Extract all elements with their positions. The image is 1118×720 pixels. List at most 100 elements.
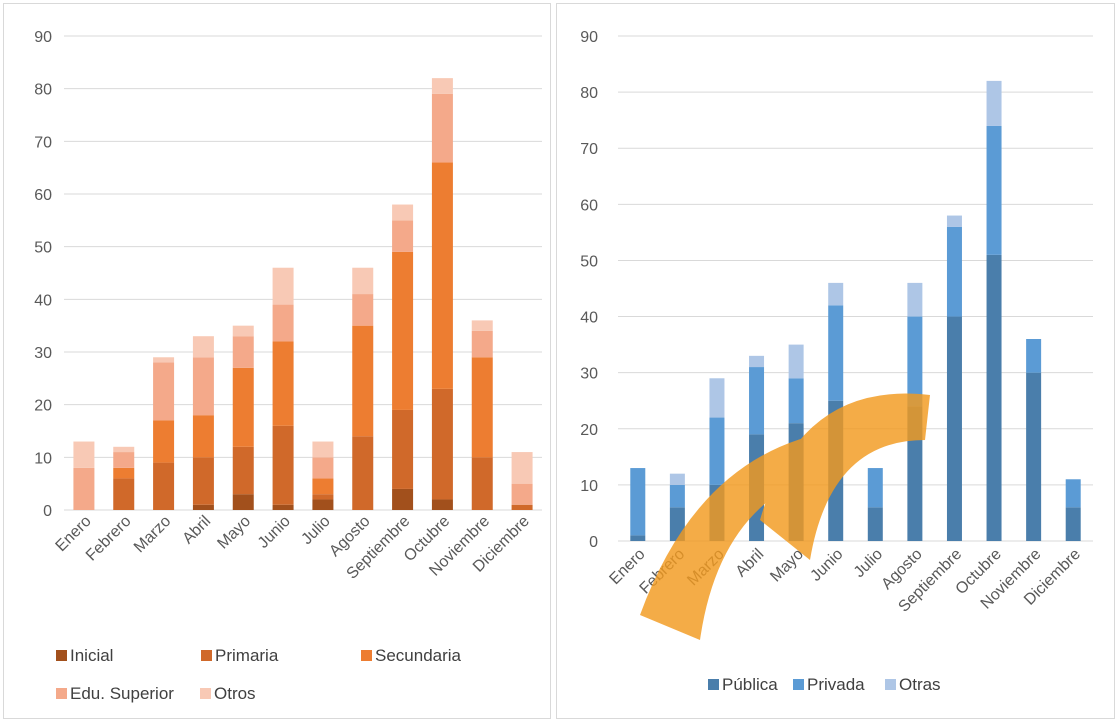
bar-secundaria-agosto [352,325,374,437]
y-tick-label: 70 [34,134,52,151]
bar-primaria-junio [272,425,294,505]
bar-inicial-septiembre [392,488,414,510]
bar-publica-diciembre [1065,507,1081,541]
bar-privada-junio [828,305,844,401]
bar-secundaria-octubre [431,162,453,389]
bar-otras-octubre [986,80,1002,126]
legend-label-secundaria: Secundaria [375,646,462,665]
bar-inicial-julio [312,499,334,510]
bar-edu-superior-diciembre [511,483,533,505]
y-tick-label: 10 [580,478,598,495]
bar-otras-abril [749,355,765,368]
bar-primaria-octubre [431,388,453,500]
legend-label-privada: Privada [807,675,865,694]
bar-secundaria-julio [312,478,334,495]
bar-publica-julio [867,507,883,541]
bar-publica-abril [749,434,765,541]
bar-secundaria-marzo [153,420,175,463]
legend-label-primaria: Primaria [215,646,279,665]
legend-label-inicial: Inicial [70,646,113,665]
x-tick-label: Marzo [131,513,175,557]
x-tick-label: Mayo [214,513,254,553]
bar-edu-superior-octubre [431,93,453,163]
bar-otros-mayo [232,325,254,337]
bar-primaria-julio [312,494,334,500]
y-tick-label: 80 [34,82,52,99]
legend-swatch-edu-superior [56,688,67,699]
y-tick-label: 20 [580,422,598,439]
y-tick-label: 90 [34,29,52,46]
bar-otros-septiembre [392,204,414,221]
bar-otras-septiembre [946,215,962,227]
bar-otros-marzo [153,357,175,363]
bar-privada-enero [630,468,646,536]
y-tick-label: 90 [580,29,598,46]
bar-otros-noviembre [471,320,493,331]
bar-privada-octubre [986,125,1002,255]
bar-secundaria-abril [192,415,214,458]
bar-privada-marzo [709,417,725,485]
bar-secundaria-mayo [232,367,254,447]
legend-swatch-secundaria [361,650,372,661]
bar-privada-noviembre [1026,339,1042,373]
y-tick-label: 60 [580,197,598,214]
bar-inicial-abril [192,504,214,510]
y-tick-label: 70 [580,141,598,158]
bar-otros-julio [312,441,334,458]
bar-publica-junio [828,400,844,541]
bar-edu-superior-febrero [113,452,135,468]
x-tick-label: Febrero [83,513,135,565]
bar-secundaria-septiembre [392,251,414,410]
bar-primaria-diciembre [511,504,533,510]
chart-panel-institution-type: 0 10 20 30 40 50 60 70 80 90 Enero Febrero Marzo Abri… [556,3,1115,719]
legend-label-publica: Pública [722,675,778,694]
bar-edu-superior-marzo [153,362,175,421]
bar-privada-diciembre [1065,479,1081,508]
bar-inicial-octubre [431,499,453,510]
x-tick-label: Julio [851,546,886,581]
x-tick-label: Mayo [767,546,807,586]
bar-edu-superior-junio [272,304,294,342]
bar-inicial-junio [272,504,294,510]
x-tick-label: Julio [298,513,333,548]
legend-label-otras: Otras [899,675,941,694]
y-tick-label: 0 [43,503,52,520]
y-tick-label: 50 [580,253,598,270]
x-tick-label: Junio [255,513,294,552]
bar-edu-superior-septiembre [392,220,414,252]
y-tick-label: 20 [34,398,52,415]
y-tick-label: 10 [34,450,52,467]
x-tick-label: Marzo [684,546,728,590]
bar-primaria-marzo [153,462,175,510]
y-tick-label: 60 [34,187,52,204]
y-tick-label: 30 [34,345,52,362]
bar-privada-agosto [907,316,923,407]
bar-primaria-agosto [352,436,374,510]
legend-swatch-primaria [201,650,212,661]
bar-publica-octubre [986,254,1002,542]
bar-primaria-septiembre [392,409,414,489]
bar-primaria-febrero [113,478,135,510]
bar-publica-agosto [907,406,923,541]
bar-secundaria-febrero [113,467,135,479]
bar-otros-diciembre [511,452,533,484]
bar-privada-mayo [788,378,804,424]
bar-edu-superior-mayo [232,336,254,368]
bar-otros-enero [73,441,95,468]
legend-label-otros: Otros [214,684,256,703]
bar-edu-superior-julio [312,457,334,479]
y-tick-label: 80 [580,85,598,102]
y-tick-label: 40 [580,310,598,327]
bar-otras-agosto [907,282,923,317]
bar-secundaria-noviembre [471,357,493,458]
bar-otros-febrero [113,446,135,453]
bar-edu-superior-agosto [352,294,374,326]
legend-swatch-otros [200,688,211,699]
y-tick-label: 40 [34,292,52,309]
bar-otros-agosto [352,267,374,295]
bar-privada-julio [867,468,883,508]
bar-primaria-mayo [232,446,254,495]
bar-privada-septiembre [946,226,962,317]
